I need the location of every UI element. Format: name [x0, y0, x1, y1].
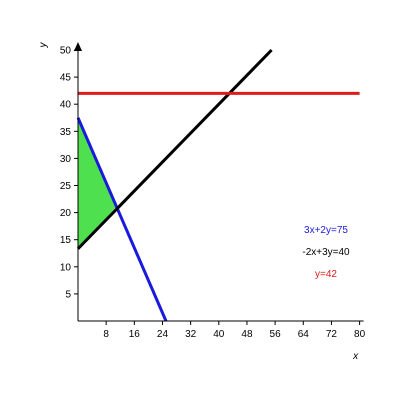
series-lines: [76, 48, 360, 322]
series-line-2: [76, 48, 273, 250]
legend-entry-1: 3x+2y=75: [304, 225, 348, 236]
y-tick-label-10: 10: [60, 262, 72, 273]
x-tick-label-48: 48: [241, 329, 253, 340]
y-tick-label-35: 35: [60, 127, 72, 138]
y-tick-label-50: 50: [60, 46, 72, 57]
y-axis-arrow: [74, 42, 82, 51]
x-ticks: 8 16 24 32 40 48 56 64 72 80: [103, 321, 366, 340]
x-tick-label-64: 64: [298, 329, 310, 340]
y-axis-title: y: [38, 42, 49, 49]
x-tick-label-24: 24: [157, 329, 169, 340]
x-tick-label-56: 56: [270, 329, 282, 340]
legend-entry-2: -2x+3y=40: [302, 247, 350, 258]
y-tick-label-5: 5: [65, 289, 71, 300]
x-tick-label-16: 16: [129, 329, 141, 340]
x-tick-label-80: 80: [354, 329, 366, 340]
x-tick-label-8: 8: [103, 329, 109, 340]
x-tick-label-40: 40: [213, 329, 225, 340]
y-tick-label-40: 40: [60, 100, 72, 111]
x-tick-label-32: 32: [185, 329, 197, 340]
y-tick-label-30: 30: [60, 154, 72, 165]
y-tick-label-20: 20: [60, 208, 72, 219]
y-ticks: 5 10 15 20 25 30 35 40 45 50: [60, 46, 78, 300]
feasible-region: [78, 117, 117, 249]
y-tick-label-25: 25: [60, 181, 72, 192]
series-line-1: [76, 117, 168, 322]
y-tick-label-45: 45: [60, 73, 72, 84]
x-axis-title: x: [352, 351, 359, 362]
x-tick-label-72: 72: [326, 329, 338, 340]
legend: 3x+2y=75 -2x+3y=40 y=42: [302, 225, 350, 280]
legend-entry-3: y=42: [315, 269, 337, 280]
y-tick-label-15: 15: [60, 235, 72, 246]
